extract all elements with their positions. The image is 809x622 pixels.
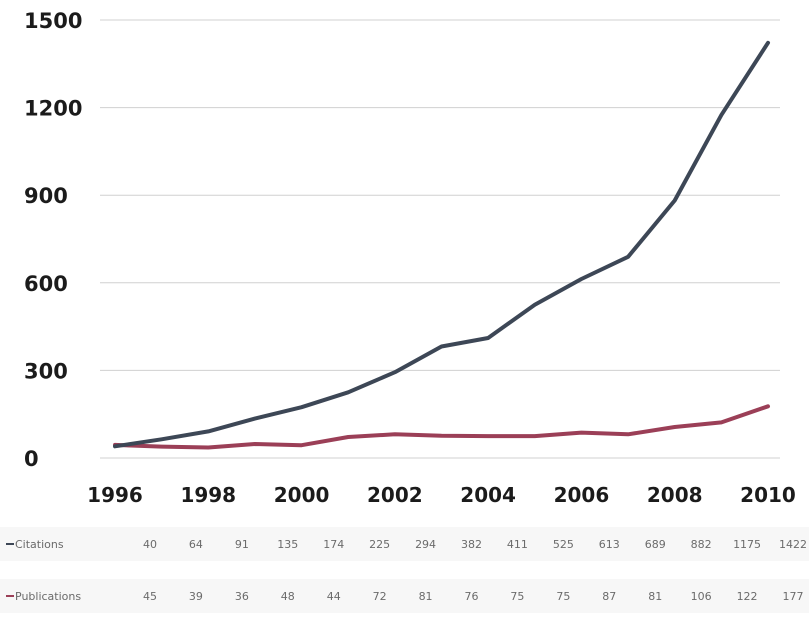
x-tick-label: 2000: [274, 483, 330, 507]
y-axis-ticks: 0 300 600 900 1200 1500: [24, 9, 82, 471]
y-tick-label: 1500: [24, 9, 82, 33]
table-cell: 81: [419, 590, 433, 603]
table-cell: 294: [415, 538, 436, 551]
x-tick-label: 1998: [180, 483, 236, 507]
x-tick-label: 2002: [367, 483, 423, 507]
table-cell: 174: [323, 538, 344, 551]
data-table: Citations 40 64 91 135 174 225 294 382 411 525 613 6…: [0, 527, 809, 613]
table-cell: 75: [510, 590, 524, 603]
table-row-bg: [0, 527, 809, 561]
x-tick-label: 1996: [87, 483, 143, 507]
x-tick-label: 2004: [460, 483, 516, 507]
table-cell: 81: [648, 590, 662, 603]
x-tick-label: 2010: [740, 483, 796, 507]
table-cell: 87: [602, 590, 616, 603]
table-cell: 525: [553, 538, 574, 551]
table-cell: 882: [691, 538, 712, 551]
table-cell: 225: [369, 538, 390, 551]
table-cell: 106: [691, 590, 712, 603]
gridlines: [100, 19, 780, 459]
table-cell: 72: [373, 590, 387, 603]
table-cell: 613: [599, 538, 620, 551]
series-lines: [113, 40, 770, 450]
table-row-label: Publications: [15, 590, 81, 603]
table-cell: 177: [783, 590, 804, 603]
x-axis-ticks: 1996 1998 2000 2002 2004 2006 2008 2010: [87, 483, 796, 507]
y-tick-label: 600: [24, 272, 68, 296]
table-cell: 122: [737, 590, 758, 603]
table-row-bg: [0, 579, 809, 613]
table-cell: 45: [143, 590, 157, 603]
table-cell: 75: [556, 590, 570, 603]
table-cell: 40: [143, 538, 157, 551]
x-tick-label: 2006: [554, 483, 610, 507]
y-tick-label: 1200: [24, 97, 82, 121]
y-tick-label: 0: [24, 447, 39, 471]
table-cell: 135: [277, 538, 298, 551]
table-cell: 76: [465, 590, 479, 603]
table-cell: 44: [327, 590, 341, 603]
y-tick-label: 900: [24, 184, 68, 208]
series-line-citations: [113, 40, 770, 449]
x-tick-label: 2008: [647, 483, 703, 507]
table-cell: 411: [507, 538, 528, 551]
y-tick-label: 300: [24, 359, 68, 383]
table-cell: 689: [645, 538, 666, 551]
table-cell: 382: [461, 538, 482, 551]
table-cell: 1175: [733, 538, 761, 551]
table-cell: 64: [189, 538, 203, 551]
table-cell: 39: [189, 590, 203, 603]
table-cell: 48: [281, 590, 295, 603]
table-cell: 36: [235, 590, 249, 603]
table-row-label: Citations: [15, 538, 64, 551]
table-cell: 91: [235, 538, 249, 551]
series-line-publications: [113, 404, 770, 450]
table-cell: 1422: [779, 538, 807, 551]
